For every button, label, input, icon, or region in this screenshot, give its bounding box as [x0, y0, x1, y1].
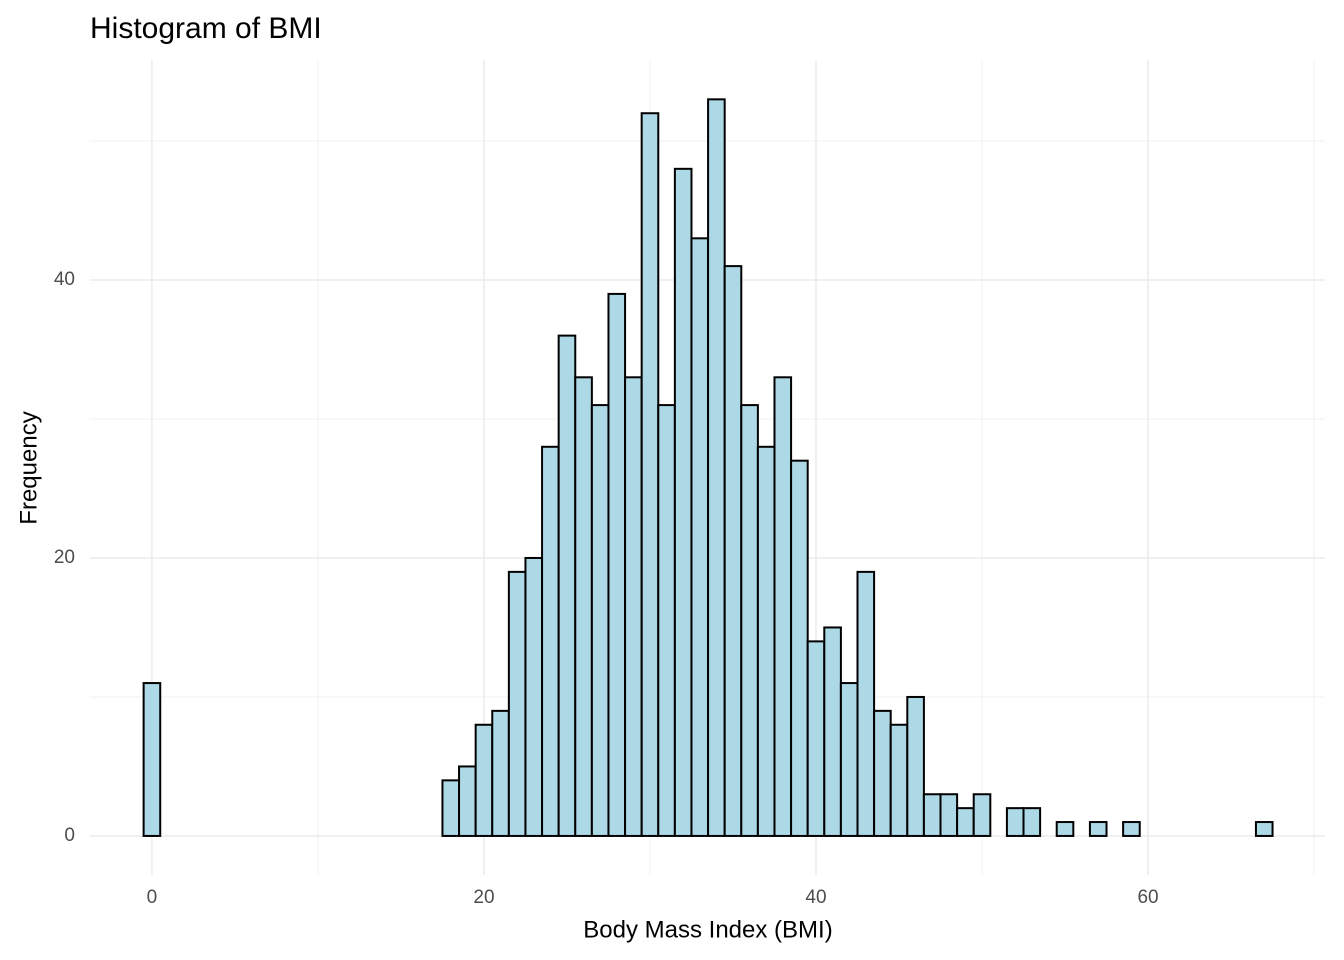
bar [557, 334, 577, 837]
bar [441, 779, 461, 837]
bar [806, 640, 826, 837]
bar [1122, 821, 1141, 837]
bar [458, 765, 477, 837]
bar [524, 556, 544, 837]
bar [939, 793, 959, 837]
bar [142, 682, 162, 837]
bar [474, 723, 494, 837]
bar [740, 404, 759, 837]
bar [972, 793, 992, 837]
bar [507, 570, 527, 837]
bar [1022, 807, 1042, 837]
bar [856, 570, 876, 837]
bar [673, 167, 693, 837]
bar [640, 112, 660, 837]
y-tick-label: 0 [64, 825, 75, 846]
bar [690, 237, 710, 837]
x-tick-label: 60 [1137, 887, 1158, 908]
x-axis-title: Body Mass Index (BMI) [583, 916, 832, 943]
bar [906, 695, 925, 837]
y-tick-label: 20 [54, 547, 75, 568]
bar [1088, 821, 1108, 837]
bar [1254, 821, 1274, 837]
bar [922, 793, 942, 837]
bar [574, 376, 593, 837]
bar [889, 723, 909, 837]
bar [773, 376, 793, 837]
bar [541, 445, 560, 837]
bar [839, 682, 859, 837]
chart-title: Histogram of BMI [90, 12, 322, 45]
bar [1055, 821, 1075, 837]
y-axis-title: Frequency [15, 411, 42, 524]
bar [790, 459, 809, 837]
bar [756, 445, 776, 837]
bar [873, 709, 892, 837]
bar [607, 292, 627, 837]
bar [491, 709, 510, 837]
y-tick-label: 40 [54, 269, 75, 290]
bar [657, 404, 676, 837]
bar [823, 626, 842, 837]
bar [707, 98, 726, 837]
x-tick-label: 40 [805, 887, 826, 908]
bar [1005, 807, 1025, 837]
bar [624, 376, 643, 837]
x-tick-label: 20 [473, 887, 494, 908]
bar [590, 404, 610, 837]
x-tick-label: 0 [147, 887, 158, 908]
bar [723, 265, 743, 837]
bar [956, 807, 975, 837]
